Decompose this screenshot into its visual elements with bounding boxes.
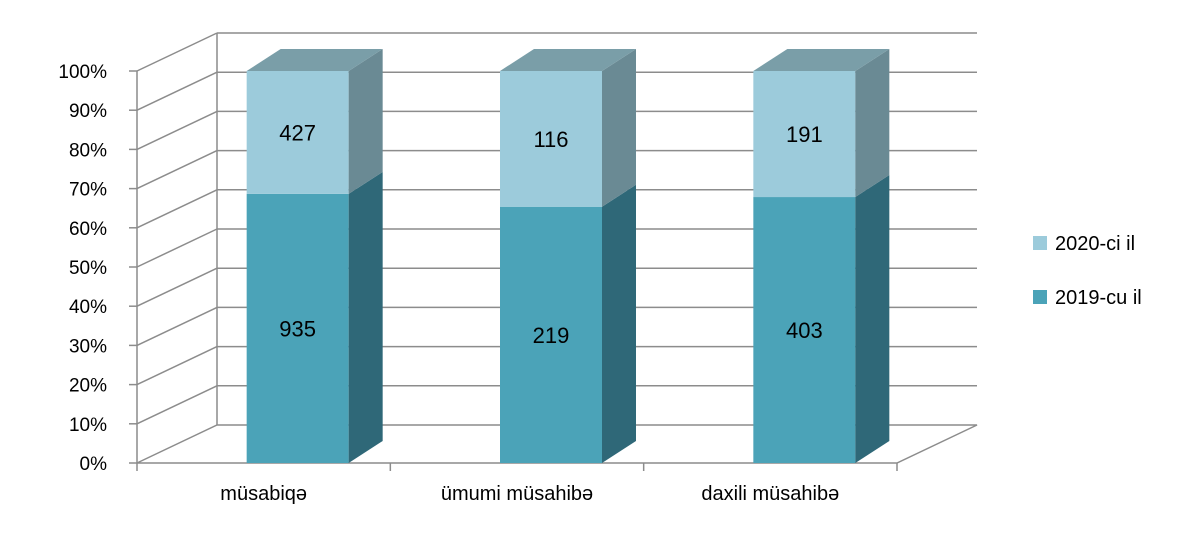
bar-segment — [246, 193, 349, 463]
x-category-label: daxili müsahibə — [701, 483, 839, 505]
legend-label: 2020-ci il — [1055, 233, 1135, 255]
bars: 935 427 219 116 403 191 — [246, 49, 890, 464]
gridline-side — [136, 110, 218, 151]
y-tick-label: 70% — [69, 180, 107, 201]
bar-top — [246, 49, 383, 71]
x-category-label: müsabiqə — [220, 483, 307, 505]
data-label: 935 — [279, 316, 316, 341]
bar-stack: 935 427 — [246, 49, 383, 463]
legend-swatch — [1033, 236, 1047, 250]
bar-side — [348, 49, 383, 194]
bar-top — [753, 49, 890, 71]
gridline-side — [136, 189, 218, 229]
legend-label: 2019-cu il — [1055, 287, 1142, 309]
bar-segment — [753, 71, 856, 198]
gridline-side — [136, 228, 218, 268]
axes — [129, 70, 898, 471]
y-tick-label: 90% — [69, 101, 107, 122]
bar-segment — [753, 197, 856, 464]
data-label: 427 — [279, 120, 316, 145]
gridline-side — [136, 32, 218, 72]
gridline-side — [136, 345, 218, 386]
x-category-label: ümumi müsahibə — [441, 483, 593, 505]
y-axis-tick-labels: 0% 10% 20% 30% 40% 50% 60% 70% 80% 90% 100% — [58, 62, 107, 475]
gridline-side — [136, 267, 218, 307]
bar-top — [500, 49, 636, 71]
bar-segment — [246, 71, 349, 194]
y-tick-label: 10% — [69, 415, 107, 436]
y-tick-label: 80% — [69, 140, 107, 161]
y-tick-label: 20% — [69, 376, 107, 397]
y-tick-label: 50% — [69, 258, 107, 279]
gridline-side — [136, 71, 218, 111]
y-tick-label: 60% — [69, 219, 107, 240]
data-label: 191 — [786, 122, 823, 147]
bar-side — [855, 49, 890, 198]
bar-segment — [500, 71, 602, 207]
gridline-side — [136, 306, 218, 347]
y-tick-label: 40% — [69, 297, 107, 318]
legend: 2020-ci il 2019-cu il — [1033, 233, 1142, 309]
legend-swatch — [1033, 290, 1047, 304]
data-label: 403 — [786, 318, 823, 343]
gridline-side — [136, 385, 218, 425]
bar-side — [348, 171, 383, 463]
bar-stack: 219 116 — [500, 49, 636, 464]
gridline-side — [136, 149, 218, 190]
y-tick-label: 100% — [58, 62, 107, 83]
y-tick-label: 0% — [80, 454, 108, 475]
data-label: 116 — [533, 127, 568, 152]
data-label: 219 — [533, 323, 570, 348]
bar-side — [602, 49, 636, 207]
y-tick-label: 30% — [69, 336, 107, 357]
x-axis-category-labels: müsabiqə ümumi müsahibə daxili müsahibə — [220, 483, 839, 505]
bar-side — [855, 175, 890, 464]
bar-segment — [500, 206, 602, 464]
bar-side — [602, 184, 636, 464]
bar-stack: 403 191 — [753, 49, 890, 464]
